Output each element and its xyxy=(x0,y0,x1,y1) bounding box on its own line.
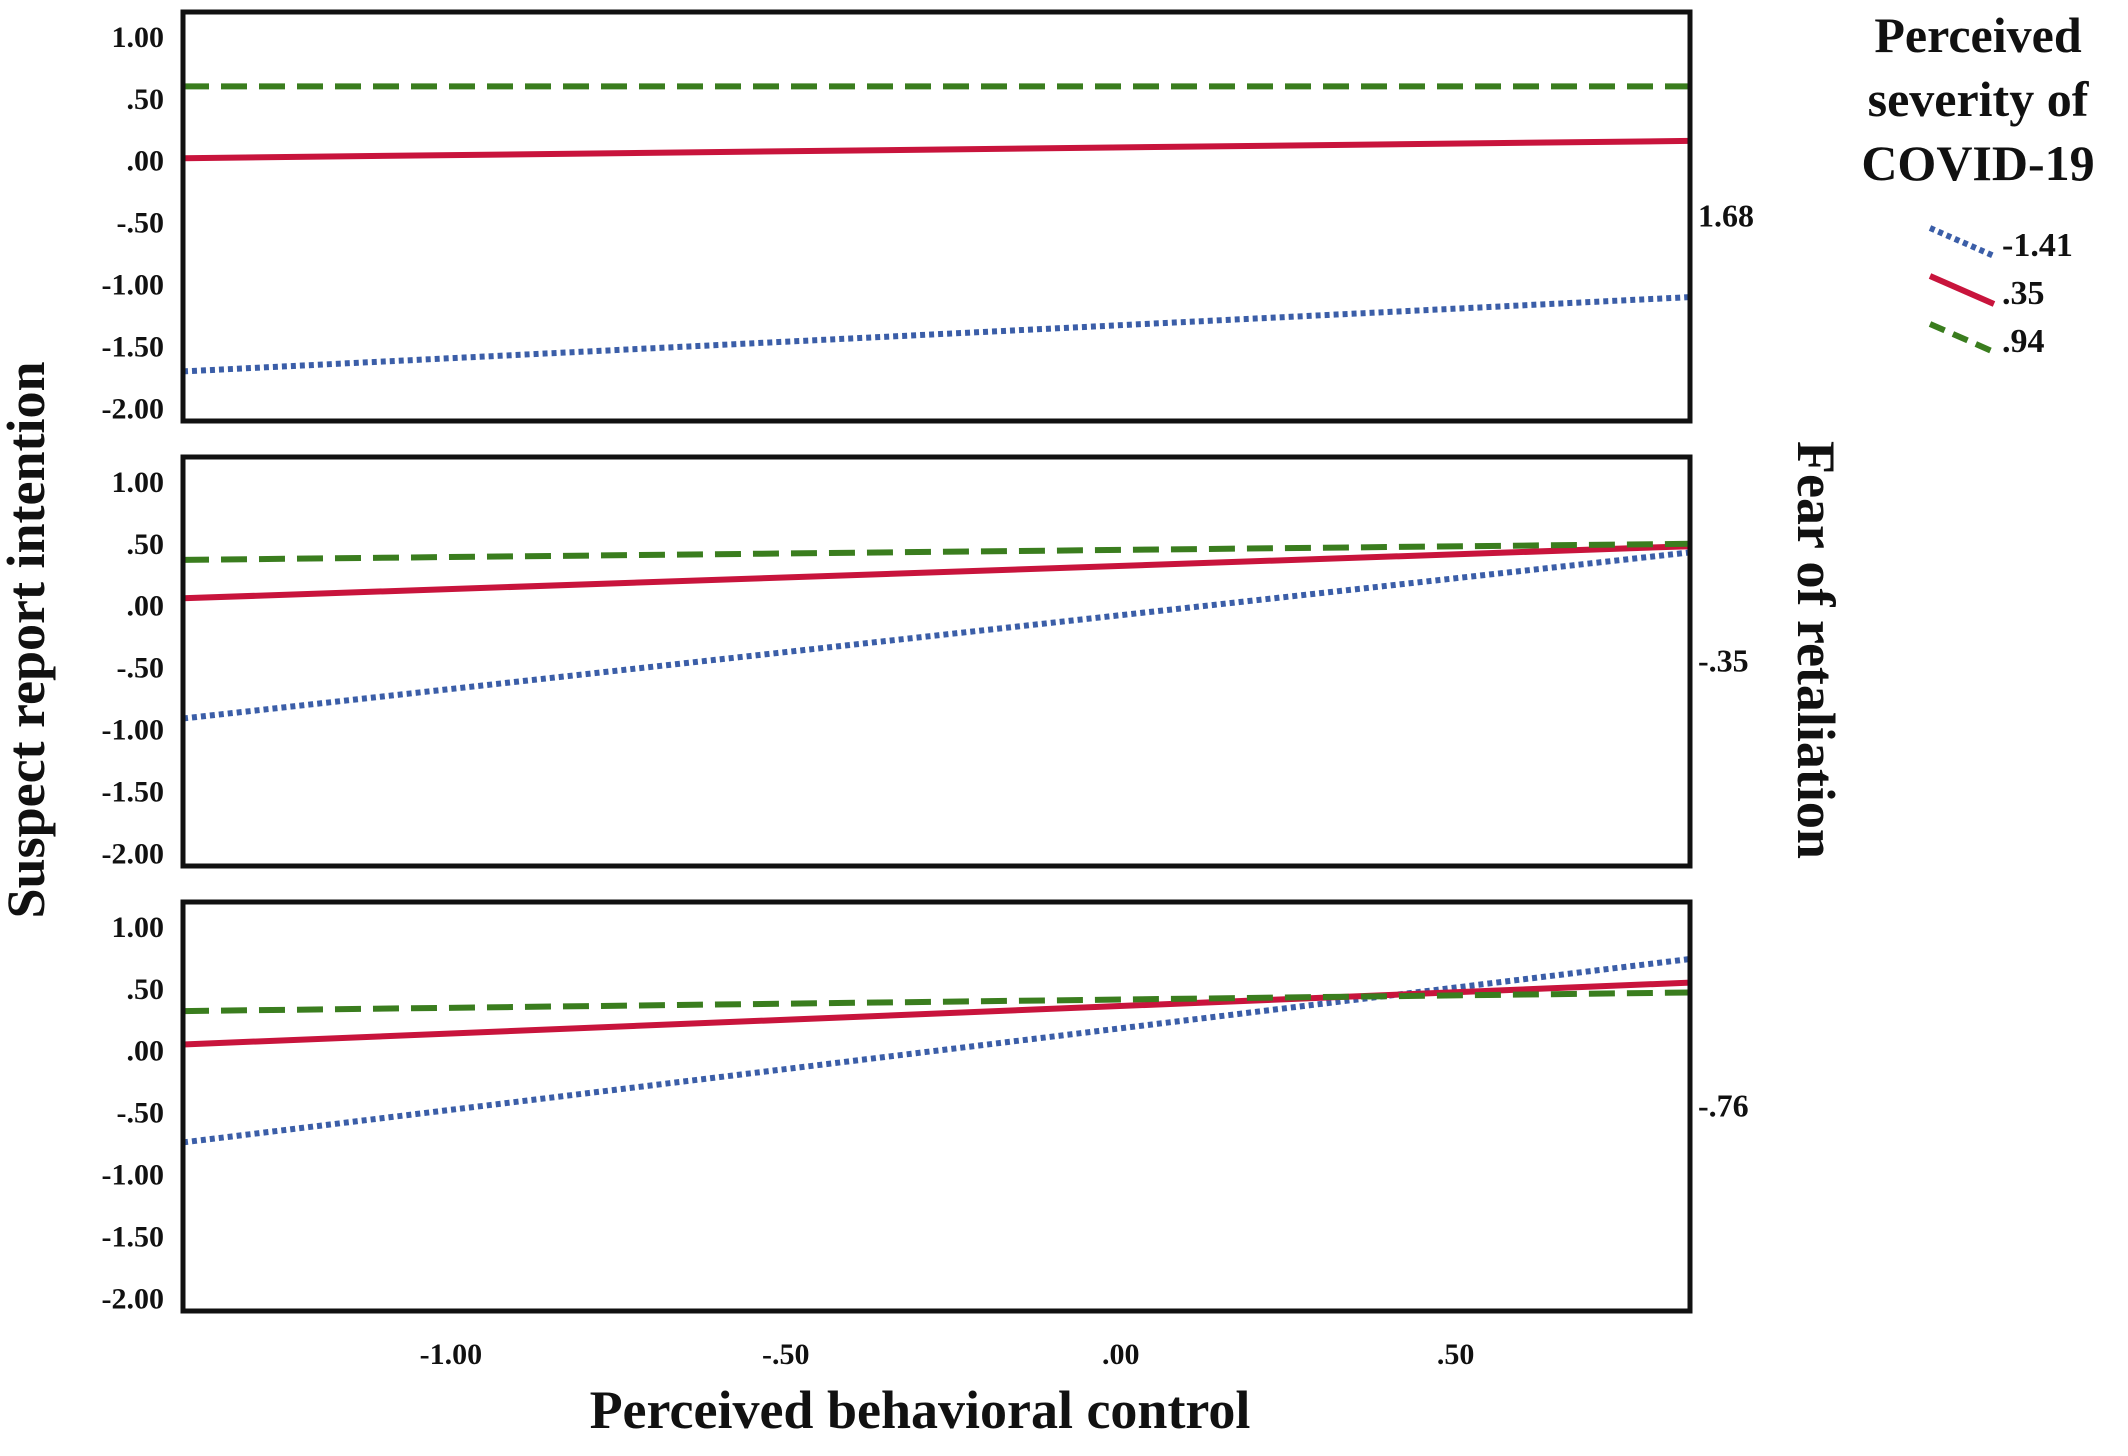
y-tick-label: .00 xyxy=(127,1035,165,1068)
legend-swatch-dashed xyxy=(1928,321,1996,355)
legend-label: .94 xyxy=(2002,323,2045,360)
x-tick-label: .50 xyxy=(1437,1338,1475,1371)
series-line--1.41 xyxy=(182,294,1691,375)
series-line-.94 xyxy=(182,989,1691,1015)
y-tick-label: -1.50 xyxy=(102,776,165,809)
x-tick-label: -.50 xyxy=(762,1338,810,1371)
panel-frame xyxy=(180,899,1693,1314)
y-axis-title: Suspect report intention xyxy=(0,361,56,918)
x-axis-title: Perceived behavioral control xyxy=(590,1380,1251,1440)
y-tick-label: .50 xyxy=(127,528,165,561)
panel-frame xyxy=(180,9,1693,424)
y-tick-label: -.50 xyxy=(117,652,165,685)
panel-frame xyxy=(180,454,1693,869)
chart-panels: 1.00 .50 .00 -.50 -1.00 -1.50 -2.00 1.68 1.00 .50… xyxy=(102,9,1754,1371)
legend-entries: -1.41 .35 .94 xyxy=(1928,225,2073,360)
y-tick-label: -1.00 xyxy=(102,714,165,747)
y-tick-label: -2.00 xyxy=(102,393,165,426)
legend-swatch-solid xyxy=(1928,273,1996,307)
y-tick-label: 1.00 xyxy=(112,911,165,944)
x-tick-label: -1.00 xyxy=(420,1338,483,1371)
y-tick-label: -1.50 xyxy=(102,331,165,364)
series-line--1.41 xyxy=(182,549,1691,722)
y-tick-label: -.50 xyxy=(117,1097,165,1130)
y-tick-label: .00 xyxy=(127,145,165,178)
y-tick-label: .50 xyxy=(127,83,165,116)
legend-title-line-1: Perceived xyxy=(1874,7,2081,63)
panel-label: -.35 xyxy=(1698,643,1749,679)
panel-3: 1.00 .50 .00 -.50 -1.00 -1.50 -2.00 -.76 xyxy=(102,899,1749,1316)
panel-label: -.76 xyxy=(1698,1088,1749,1124)
y-tick-label: -1.50 xyxy=(102,1221,165,1254)
y-tick-label: 1.00 xyxy=(112,466,165,499)
panel-2: 1.00 .50 .00 -.50 -1.00 -1.50 -2.00 -.35 xyxy=(102,454,1749,871)
panel-1: 1.00 .50 .00 -.50 -1.00 -1.50 -2.00 1.68 xyxy=(102,9,1754,426)
y-tick-label: 1.00 xyxy=(112,21,165,54)
y-tick-label: -2.00 xyxy=(102,838,165,871)
y-tick-label: .00 xyxy=(127,590,165,623)
legend-label: -1.41 xyxy=(2002,227,2073,264)
series-line-.35 xyxy=(182,543,1691,602)
series-line-.94 xyxy=(182,540,1691,563)
y-tick-label: -.50 xyxy=(117,207,165,240)
y-tick-label: -2.00 xyxy=(102,1283,165,1316)
panel-axis-title: Fear of retaliation xyxy=(1786,441,1846,859)
legend: Perceived severity of COVID-19 -1.41 .35.… xyxy=(1861,7,2094,360)
legend-label: .35 xyxy=(2002,275,2045,312)
legend-title-line-2: severity of xyxy=(1868,71,2090,127)
y-tick-label: -1.00 xyxy=(102,269,165,302)
series-line-.35 xyxy=(182,137,1691,162)
legend-title-line-3: COVID-19 xyxy=(1861,135,2094,191)
panel-label: 1.68 xyxy=(1698,198,1754,234)
legend-swatch-dotted xyxy=(1928,225,1996,259)
series-line-.35 xyxy=(182,979,1691,1048)
series-line--1.41 xyxy=(182,956,1691,1146)
y-tick-label: -1.00 xyxy=(102,1159,165,1192)
y-tick-label: .50 xyxy=(127,973,165,1006)
x-tick-label: .00 xyxy=(1102,1338,1140,1371)
